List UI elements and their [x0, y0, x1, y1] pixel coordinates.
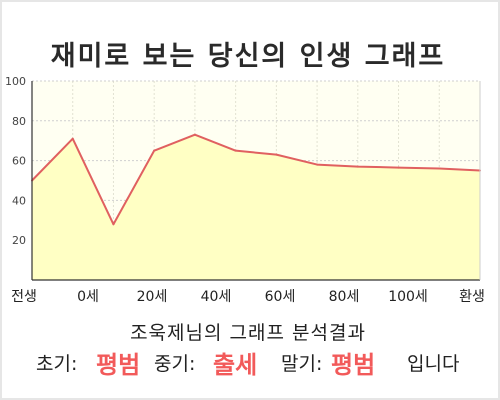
x-tick-label: 100세	[388, 289, 428, 305]
page-title: 재미로 보는 당신의 인생 그래프	[50, 41, 446, 72]
x-tick-label: 40세	[201, 289, 232, 305]
data-point	[316, 163, 319, 166]
mid-label: 중기:	[154, 353, 196, 375]
y-tick-label: 60	[12, 155, 26, 168]
series-line	[31, 133, 481, 226]
analysis-subtitle: 조욱제님의 그래프 분석결과	[130, 322, 366, 344]
mid-value: 출세	[213, 351, 258, 379]
x-tick-label: 80세	[329, 289, 360, 305]
y-tick-label: 100	[5, 75, 26, 88]
data-point	[71, 137, 74, 140]
y-tick-label: 40	[12, 194, 26, 207]
data-point	[356, 165, 359, 168]
x-tick-label: 전생	[11, 289, 37, 305]
x-tick-label: 0세	[77, 289, 99, 305]
x-tick-label: 20세	[137, 289, 168, 305]
data-point	[193, 133, 196, 136]
y-tick-label: 80	[12, 115, 26, 128]
x-tick-label: 60세	[265, 289, 296, 305]
data-point	[234, 149, 237, 152]
late-label: 말기:	[281, 353, 323, 375]
x-tick-label: 환생	[459, 289, 485, 305]
early-label: 초기:	[36, 353, 78, 375]
late-value-wrap: 평범	[331, 345, 375, 380]
data-point	[153, 149, 156, 152]
data-point	[438, 167, 441, 170]
late-value: 평범	[331, 351, 376, 379]
early-value-wrap: 평범	[96, 345, 140, 380]
ending-text: 입니다	[407, 353, 460, 375]
data-point	[112, 223, 115, 226]
mid-value-wrap: 출세	[213, 345, 257, 380]
early-value: 평범	[96, 351, 141, 379]
y-tick-label: 20	[12, 234, 26, 247]
data-point	[397, 166, 400, 169]
data-point	[275, 153, 278, 156]
